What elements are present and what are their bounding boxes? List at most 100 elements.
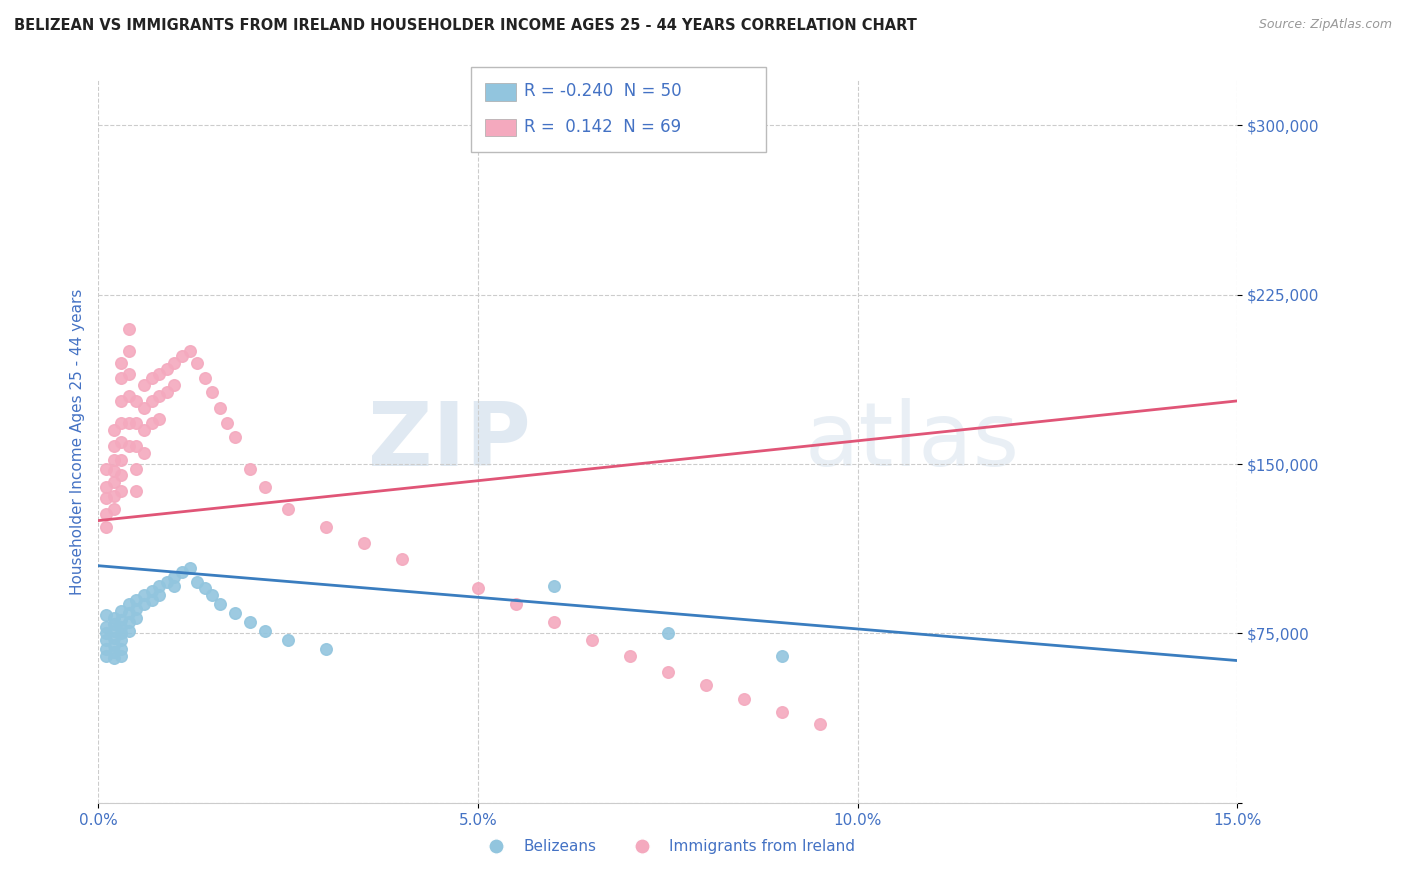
Point bbox=[132, 378, 155, 392]
Point bbox=[125, 439, 148, 453]
Point bbox=[148, 579, 170, 593]
Point bbox=[110, 434, 132, 449]
Text: atlas: atlas bbox=[804, 398, 1019, 485]
Point bbox=[94, 620, 117, 634]
Y-axis label: Householder Income Ages 25 - 44 years: Householder Income Ages 25 - 44 years bbox=[69, 288, 84, 595]
Point bbox=[543, 579, 565, 593]
Point bbox=[103, 475, 125, 490]
Point bbox=[163, 579, 186, 593]
Point bbox=[156, 384, 179, 399]
Point bbox=[103, 610, 125, 624]
Point bbox=[163, 355, 186, 369]
Point bbox=[103, 439, 125, 453]
Point bbox=[94, 608, 117, 623]
Point bbox=[94, 520, 117, 534]
Point bbox=[94, 461, 117, 475]
Point bbox=[94, 648, 117, 663]
Point bbox=[110, 604, 132, 618]
Point bbox=[163, 570, 186, 584]
Point bbox=[110, 355, 132, 369]
Point bbox=[110, 393, 132, 408]
Point bbox=[505, 597, 527, 611]
Point bbox=[118, 606, 141, 620]
Point bbox=[581, 633, 603, 648]
Point bbox=[254, 624, 277, 639]
Point bbox=[103, 651, 125, 665]
Point bbox=[179, 561, 201, 575]
Point bbox=[141, 417, 163, 431]
Point bbox=[94, 507, 117, 521]
Legend: Belizeans, Immigrants from Ireland: Belizeans, Immigrants from Ireland bbox=[474, 833, 862, 860]
Point bbox=[315, 642, 337, 657]
Point bbox=[208, 401, 231, 415]
Point bbox=[103, 464, 125, 478]
Point bbox=[224, 430, 246, 444]
Point bbox=[170, 566, 193, 580]
Point bbox=[118, 367, 141, 381]
Text: ZIP: ZIP bbox=[368, 398, 531, 485]
Point bbox=[770, 706, 793, 720]
Point bbox=[110, 452, 132, 467]
Point bbox=[125, 393, 148, 408]
Point bbox=[808, 716, 831, 731]
Point bbox=[118, 389, 141, 403]
Point bbox=[277, 633, 299, 648]
Point bbox=[194, 582, 217, 596]
Point bbox=[141, 592, 163, 607]
Point bbox=[103, 624, 125, 639]
Point bbox=[695, 678, 717, 692]
Point bbox=[353, 536, 375, 550]
Point bbox=[315, 520, 337, 534]
Point bbox=[467, 582, 489, 596]
Point bbox=[110, 633, 132, 648]
Point bbox=[156, 574, 179, 589]
Point bbox=[103, 617, 125, 632]
Point bbox=[125, 484, 148, 499]
Point bbox=[148, 389, 170, 403]
Point bbox=[118, 417, 141, 431]
Point bbox=[125, 417, 148, 431]
Point bbox=[118, 615, 141, 630]
Point bbox=[103, 644, 125, 658]
Point bbox=[170, 349, 193, 363]
Point bbox=[186, 355, 208, 369]
Point bbox=[110, 642, 132, 657]
Point bbox=[186, 574, 208, 589]
Point bbox=[163, 378, 186, 392]
Point bbox=[125, 601, 148, 615]
Point bbox=[657, 665, 679, 679]
Point bbox=[103, 638, 125, 652]
Point bbox=[208, 597, 231, 611]
Point bbox=[156, 362, 179, 376]
Point bbox=[94, 633, 117, 648]
Point bbox=[103, 423, 125, 437]
Point bbox=[277, 502, 299, 516]
Point bbox=[132, 423, 155, 437]
Point bbox=[110, 613, 132, 627]
Point bbox=[201, 384, 224, 399]
Point bbox=[103, 452, 125, 467]
Point bbox=[94, 480, 117, 494]
Point bbox=[118, 321, 141, 335]
Text: R =  0.142  N = 69: R = 0.142 N = 69 bbox=[524, 118, 682, 136]
Point bbox=[543, 615, 565, 630]
Point bbox=[148, 588, 170, 602]
Point bbox=[118, 439, 141, 453]
Point bbox=[194, 371, 217, 385]
Point bbox=[148, 367, 170, 381]
Point bbox=[118, 344, 141, 359]
Point bbox=[110, 620, 132, 634]
Point bbox=[224, 606, 246, 620]
Point bbox=[103, 489, 125, 503]
Point bbox=[132, 446, 155, 460]
Point bbox=[110, 626, 132, 640]
Point bbox=[110, 484, 132, 499]
Point bbox=[103, 502, 125, 516]
Point bbox=[217, 417, 239, 431]
Point bbox=[94, 642, 117, 657]
Point bbox=[657, 626, 679, 640]
Point bbox=[125, 461, 148, 475]
Point bbox=[103, 631, 125, 645]
Point bbox=[148, 412, 170, 426]
Point bbox=[125, 610, 148, 624]
